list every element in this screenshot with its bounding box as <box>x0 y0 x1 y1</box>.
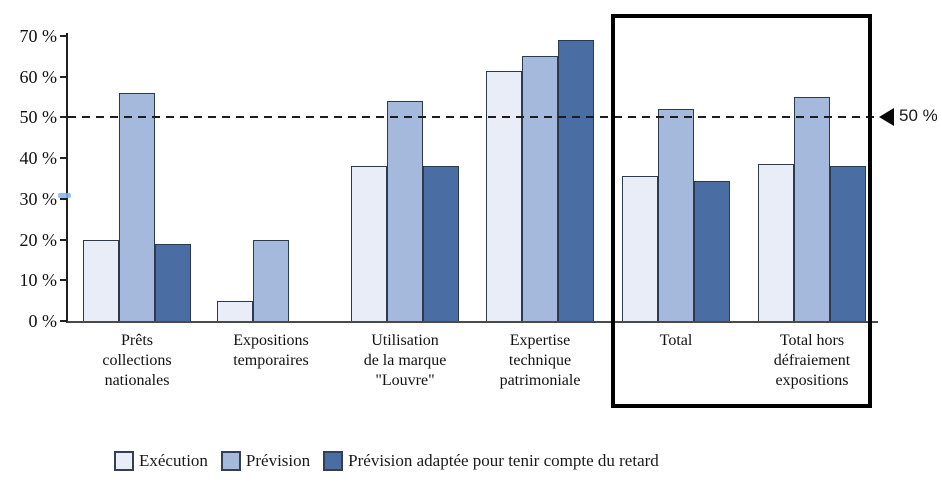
bar-group-2 <box>217 240 325 321</box>
y-tick-label-40: 40 % <box>19 148 58 169</box>
reference-line-50pct <box>68 116 876 119</box>
bar-series1-group3 <box>351 166 387 321</box>
y-tick-mark-40 <box>60 157 67 160</box>
left-arrow-icon <box>879 108 894 127</box>
bar-series3-group3 <box>423 166 459 321</box>
bar-series1-group1 <box>83 240 119 321</box>
bar-series1-group6 <box>758 164 794 321</box>
legend-swatch-prevision-adaptee <box>323 451 344 471</box>
y-tick-mark-60 <box>60 75 67 78</box>
x-category-label-2: Expositions temporaires <box>233 332 309 369</box>
bar-series2-group2 <box>253 240 289 321</box>
bar-series2-group3 <box>387 101 423 321</box>
y-tick-label-60: 60 % <box>19 66 58 87</box>
bar-group-4 <box>486 40 594 321</box>
x-category-label-5: Total <box>659 332 693 349</box>
y-tick-label-50: 50 % <box>19 107 58 128</box>
bar-series2-group5 <box>658 109 694 321</box>
legend-item-execution: Exécution <box>114 451 208 471</box>
legend-label-execution: Exécution <box>139 451 208 470</box>
bar-series2-group6 <box>794 97 830 321</box>
bar-group-5 <box>622 109 730 321</box>
y-tick-mark-50 <box>60 116 67 119</box>
axis-highlight-artifact <box>58 193 71 198</box>
y-tick-mark-30 <box>60 197 67 200</box>
bar-group-3 <box>351 101 459 321</box>
bar-group-6 <box>758 97 866 321</box>
legend-label-prevision-adaptee: Prévision adaptée pour tenir compte du r… <box>348 451 659 470</box>
legend-item-prevision-adaptee: Prévision adaptée pour tenir compte du r… <box>323 451 659 471</box>
legend: Exécution Prévision Prévision adaptée po… <box>114 451 659 471</box>
bar-series2-group4 <box>522 56 558 321</box>
y-tick-label-0: 0 % <box>28 311 58 331</box>
legend-swatch-prevision <box>220 451 241 471</box>
y-tick-mark-20 <box>60 238 67 241</box>
x-category-label-6: Total hors défraiement expositions <box>773 332 851 389</box>
bar-series3-group1 <box>155 244 191 321</box>
plot-area <box>66 33 878 323</box>
legend-label-prevision: Prévision <box>245 451 311 470</box>
bar-series3-group6 <box>830 166 866 321</box>
legend-swatch-execution <box>114 451 134 471</box>
legend-item-prevision: Prévision <box>220 451 311 471</box>
bar-series2-group1 <box>119 93 155 321</box>
bar-group-1 <box>83 93 191 321</box>
y-tick-label-10: 10 % <box>19 270 58 291</box>
bar-series3-group4 <box>558 40 594 321</box>
reference-line-label: 50 % <box>899 106 938 126</box>
y-tick-label-20: 20 % <box>19 229 58 250</box>
bar-series3-group5 <box>694 181 730 321</box>
y-tick-label-70: 70 % <box>19 26 58 46</box>
y-tick-label-30: 30 % <box>19 188 58 209</box>
bar-series1-group5 <box>622 176 658 321</box>
x-category-label-3: Utilisation de la marque "Louvre" <box>363 332 447 389</box>
y-tick-mark-0 <box>60 320 67 322</box>
x-category-label-1: Prêts collections nationales <box>102 332 172 389</box>
y-tick-mark-70 <box>60 35 67 37</box>
y-tick-mark-10 <box>60 279 67 282</box>
x-category-label-4: Expertise technique patrimoniale <box>499 332 581 389</box>
bar-series1-group2 <box>217 301 253 321</box>
bar-series1-group4 <box>486 71 522 321</box>
